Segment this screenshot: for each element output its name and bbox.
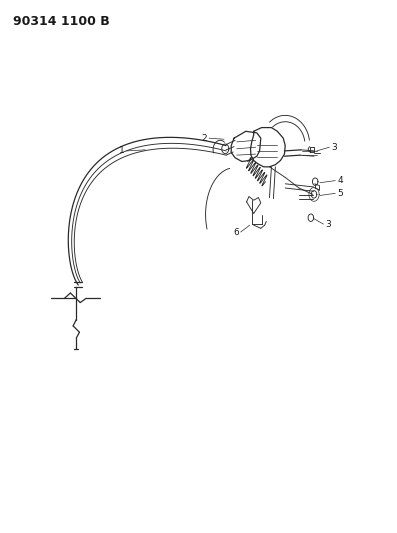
Text: 1: 1 [119, 147, 125, 156]
Text: 5: 5 [337, 189, 343, 198]
Text: 3: 3 [331, 143, 337, 152]
Text: 4: 4 [337, 176, 343, 185]
Text: 3: 3 [326, 220, 331, 229]
Text: 2: 2 [202, 134, 207, 143]
Text: 90314 1100 B: 90314 1100 B [13, 14, 110, 28]
Text: 6: 6 [233, 228, 239, 237]
